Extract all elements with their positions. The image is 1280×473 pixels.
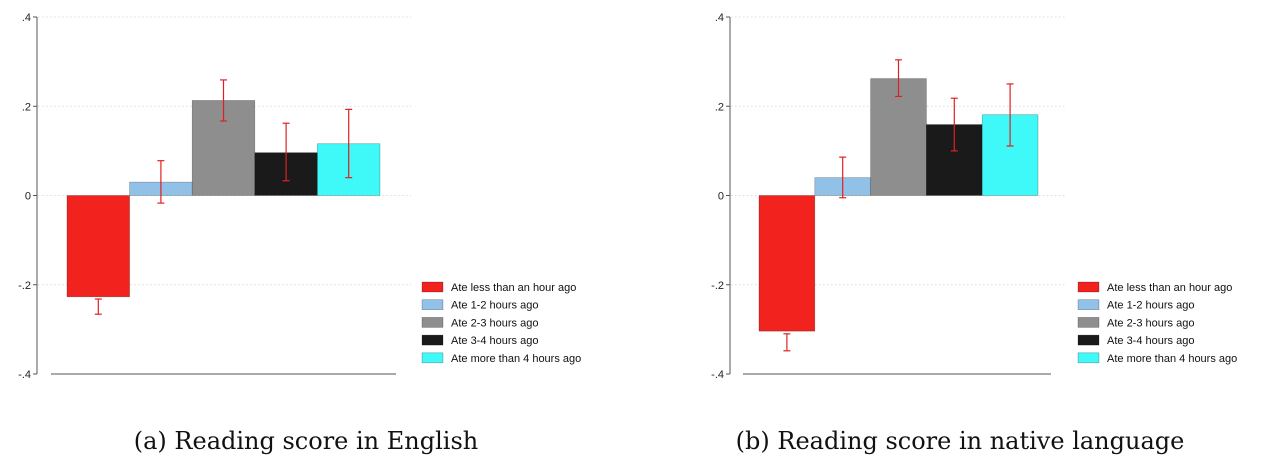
legend-swatch-2 xyxy=(1077,299,1100,311)
y-tick-label: .4 xyxy=(22,12,31,24)
y-tick-label: -.2 xyxy=(711,280,724,292)
legend-label-5: Ate more than 4 hours ago xyxy=(451,353,581,365)
error-bar-3 xyxy=(895,59,902,98)
figure-caption: (b) Reading score in native language xyxy=(736,427,1185,455)
legend: Ate less than an hour ago Ate 1-2 hours a… xyxy=(1077,281,1237,365)
error-bar-2 xyxy=(839,156,847,199)
error-bar-3 xyxy=(220,79,227,122)
y-tick-label: 0 xyxy=(718,191,724,203)
bar-3 xyxy=(870,78,927,196)
legend-swatch-3 xyxy=(1077,317,1100,328)
y-tick-label: .4 xyxy=(715,12,724,24)
legend-swatch-4 xyxy=(1077,334,1100,346)
legend-label-3: Ate 2-3 hours ago xyxy=(1107,317,1194,329)
legend-label-4: Ate 3-4 hours ago xyxy=(1107,335,1194,347)
legend: Ate less than an hour ago Ate 1-2 hours a… xyxy=(421,281,581,365)
y-tick-label: -.4 xyxy=(18,369,31,381)
legend-swatch-4 xyxy=(421,334,444,346)
bar-1 xyxy=(66,195,130,298)
error-bar-5 xyxy=(1006,83,1014,147)
legend-label-5: Ate more than 4 hours ago xyxy=(1107,353,1237,365)
y-tick-label: -.4 xyxy=(711,369,724,381)
legend-label-1: Ate less than an hour ago xyxy=(451,282,576,294)
legend-swatch-5 xyxy=(421,352,444,364)
legend-label-2: Ate 1-2 hours ago xyxy=(1107,300,1194,312)
error-bar-2 xyxy=(157,160,165,204)
error-bar-5 xyxy=(345,108,353,179)
error-bar-1 xyxy=(94,298,102,315)
y-tick-label: -.2 xyxy=(18,280,31,292)
legend-swatch-5 xyxy=(1077,352,1100,364)
bar-1 xyxy=(758,195,816,332)
error-bar-1 xyxy=(783,333,791,352)
legend-label-3: Ate 2-3 hours ago xyxy=(451,317,538,329)
legend-label-2: Ate 1-2 hours ago xyxy=(451,300,538,312)
y-tick-label: .2 xyxy=(22,101,31,113)
legend-swatch-3 xyxy=(421,317,444,328)
legend-swatch-1 xyxy=(421,281,444,293)
y-tick-label: .2 xyxy=(715,101,724,113)
bar-5 xyxy=(981,114,1039,196)
legend-swatch-1 xyxy=(1077,281,1100,293)
error-bar-4 xyxy=(950,97,958,152)
legend-swatch-2 xyxy=(421,299,444,311)
legend-label-4: Ate 3-4 hours ago xyxy=(451,335,538,347)
legend-label-1: Ate less than an hour ago xyxy=(1107,282,1232,294)
y-tick-label: 0 xyxy=(25,191,31,203)
error-bar-4 xyxy=(282,122,290,182)
figure-caption: (a) Reading score in English xyxy=(134,427,478,455)
